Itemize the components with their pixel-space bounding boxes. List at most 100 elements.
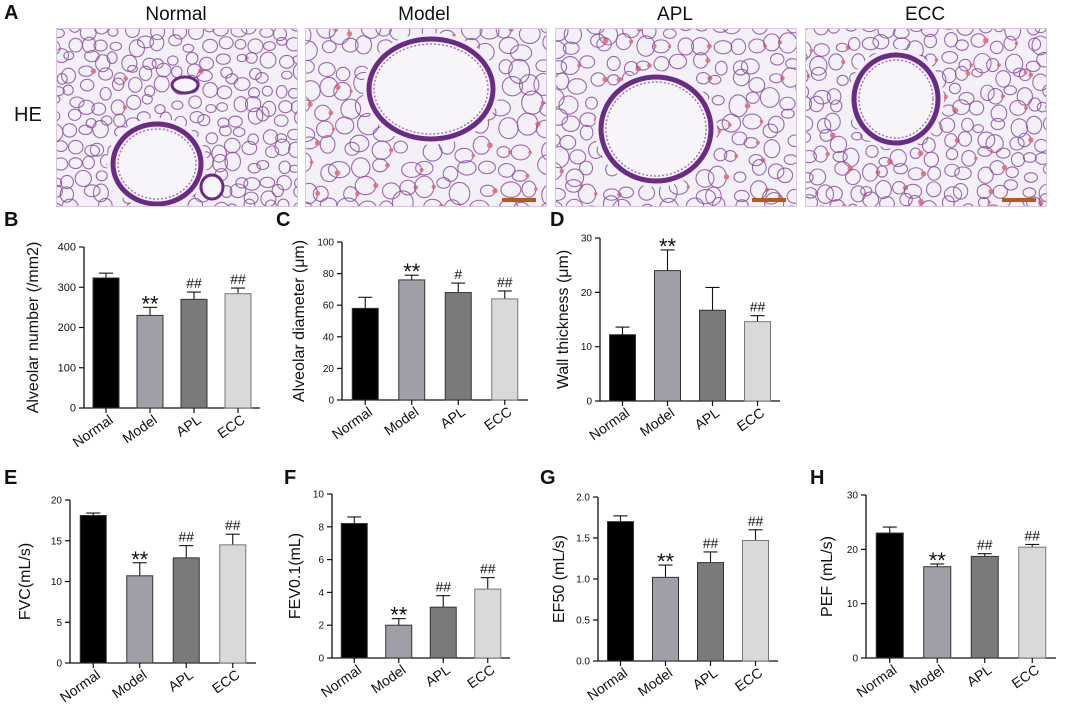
y-tick-label: 4 bbox=[318, 588, 324, 599]
bar-normal bbox=[351, 307, 379, 401]
bar-apl bbox=[180, 298, 208, 409]
y-tick-label: 0 bbox=[318, 654, 324, 665]
stain-label: HE bbox=[14, 104, 42, 126]
x-tick-label: Model bbox=[119, 411, 159, 446]
micrograph-apl-svg bbox=[556, 29, 796, 206]
y-tick-label: 300 bbox=[58, 282, 76, 294]
chart-panel-h: H 0 10 20 30 PEF (mL/s) Normal Model ** APL ## ECC #… bbox=[810, 467, 1056, 700]
airway-epithelium bbox=[858, 59, 934, 139]
y-tick-label: 10 bbox=[51, 577, 63, 588]
y-tick-label: 1.5 bbox=[576, 534, 590, 545]
micrograph-apl bbox=[555, 28, 797, 207]
bar-ecc bbox=[742, 539, 769, 662]
bar-ecc bbox=[219, 544, 247, 664]
significance-hash: ## bbox=[230, 271, 246, 287]
y-tick-label: 0 bbox=[328, 396, 334, 407]
y-tick-label: 2 bbox=[318, 621, 324, 632]
y-tick-label: 5 bbox=[56, 618, 62, 629]
micrograph-ecc-svg bbox=[806, 29, 1046, 206]
bar-model bbox=[654, 270, 681, 402]
micrograph-normal-svg bbox=[57, 29, 297, 206]
y-tick-label: 100 bbox=[317, 238, 334, 249]
chart-panel-b: B 0 100 200 300 400 Alveolar number (/mm2) Norm… bbox=[4, 209, 260, 450]
x-tick-label: Model bbox=[635, 664, 675, 699]
image-label-normal: Normal bbox=[145, 4, 207, 25]
bar-ecc bbox=[224, 293, 252, 409]
x-tick-label: ECC bbox=[214, 411, 247, 441]
bar-model bbox=[126, 575, 154, 664]
bar-ecc bbox=[744, 321, 771, 402]
significance-hash: ## bbox=[748, 513, 764, 529]
significance-hash: # bbox=[454, 266, 462, 282]
x-tick-label: ECC bbox=[481, 403, 514, 433]
y-tick-label: 10 bbox=[313, 490, 325, 501]
y-tick-label: 400 bbox=[58, 242, 76, 254]
panel-letter: D bbox=[550, 209, 564, 231]
significance-hash: ## bbox=[977, 537, 993, 553]
micrograph-normal bbox=[56, 28, 298, 207]
bar-model bbox=[136, 314, 164, 409]
x-tick-label: APL bbox=[437, 403, 468, 431]
y-tick-label: 30 bbox=[581, 234, 593, 245]
panel-letter-a: A bbox=[4, 2, 19, 24]
x-tick-label: ECC bbox=[734, 404, 767, 434]
bar-model bbox=[385, 624, 413, 659]
x-tick-label: ECC bbox=[464, 661, 497, 691]
significance-hash: ## bbox=[480, 561, 496, 577]
x-tick-label: Normal bbox=[586, 404, 632, 443]
small-vessel bbox=[170, 75, 200, 95]
x-tick-label: Normal bbox=[853, 661, 899, 700]
x-tick-label: APL bbox=[689, 664, 720, 692]
y-tick-label: 200 bbox=[58, 322, 76, 334]
y-tick-label: 20 bbox=[51, 496, 63, 507]
micrograph-model-svg bbox=[306, 29, 546, 206]
y-tick-label: 15 bbox=[51, 536, 63, 547]
y-tick-label: 20 bbox=[581, 288, 593, 299]
small-vessel bbox=[199, 173, 225, 201]
significance-hash: ## bbox=[178, 529, 194, 545]
x-tick-label: APL bbox=[691, 404, 722, 432]
x-tick-label: Model bbox=[109, 666, 149, 701]
y-tick-label: 8 bbox=[318, 522, 324, 533]
bar-apl bbox=[970, 555, 999, 659]
significance-stars: ** bbox=[131, 547, 149, 572]
significance-stars: ** bbox=[403, 259, 421, 284]
bar-apl bbox=[444, 292, 472, 401]
x-tick-label: Model bbox=[637, 404, 677, 439]
bar-ecc bbox=[474, 588, 502, 659]
panel-letter: H bbox=[810, 467, 824, 489]
significance-hash: ## bbox=[435, 579, 451, 595]
panel-letter: F bbox=[284, 467, 296, 489]
x-tick-label: Normal bbox=[329, 403, 375, 442]
bar-apl bbox=[429, 606, 457, 659]
y-tick-label: 20 bbox=[323, 364, 335, 375]
significance-hash: ## bbox=[750, 299, 766, 315]
scale-bar bbox=[752, 198, 786, 202]
y-tick-label: 10 bbox=[581, 342, 593, 353]
image-label-ecc: ECC bbox=[904, 4, 946, 25]
panel-letter: E bbox=[4, 467, 17, 489]
bar-model bbox=[398, 279, 426, 401]
y-axis-label: FEV0.1(mL) bbox=[287, 533, 304, 619]
chart-panel-f: F 0 2 4 6 8 10 FEV0.1(mL) Normal Model ** APL ## ECC #… bbox=[284, 467, 510, 700]
y-tick-label: 1.0 bbox=[576, 575, 590, 586]
airway-epithelium bbox=[117, 128, 197, 200]
bar-normal bbox=[79, 514, 107, 664]
airway-wall bbox=[110, 121, 204, 206]
x-tick-label: APL bbox=[165, 666, 196, 694]
y-tick-label: 6 bbox=[318, 555, 324, 566]
micrograph-ecc bbox=[805, 28, 1047, 207]
y-axis-label: EF50 (mL/s) bbox=[551, 535, 568, 623]
bar-model bbox=[923, 566, 952, 659]
y-axis-label: Alveolar diameter (μm) bbox=[291, 240, 308, 402]
bar-ecc bbox=[1018, 546, 1047, 659]
airway-wall bbox=[366, 36, 496, 142]
image-label-model: Model bbox=[398, 4, 450, 25]
x-tick-label: Model bbox=[381, 403, 421, 438]
significance-stars: ** bbox=[141, 291, 159, 316]
significance-hash: ## bbox=[186, 275, 202, 291]
chart-panel-c: C 0 20 40 60 80 100 Alveolar diameter (μm) Norma… bbox=[276, 209, 528, 442]
airway-epithelium bbox=[373, 43, 489, 135]
y-axis-label: PEF (mL/s) bbox=[819, 536, 836, 617]
x-tick-label: Model bbox=[368, 661, 408, 696]
